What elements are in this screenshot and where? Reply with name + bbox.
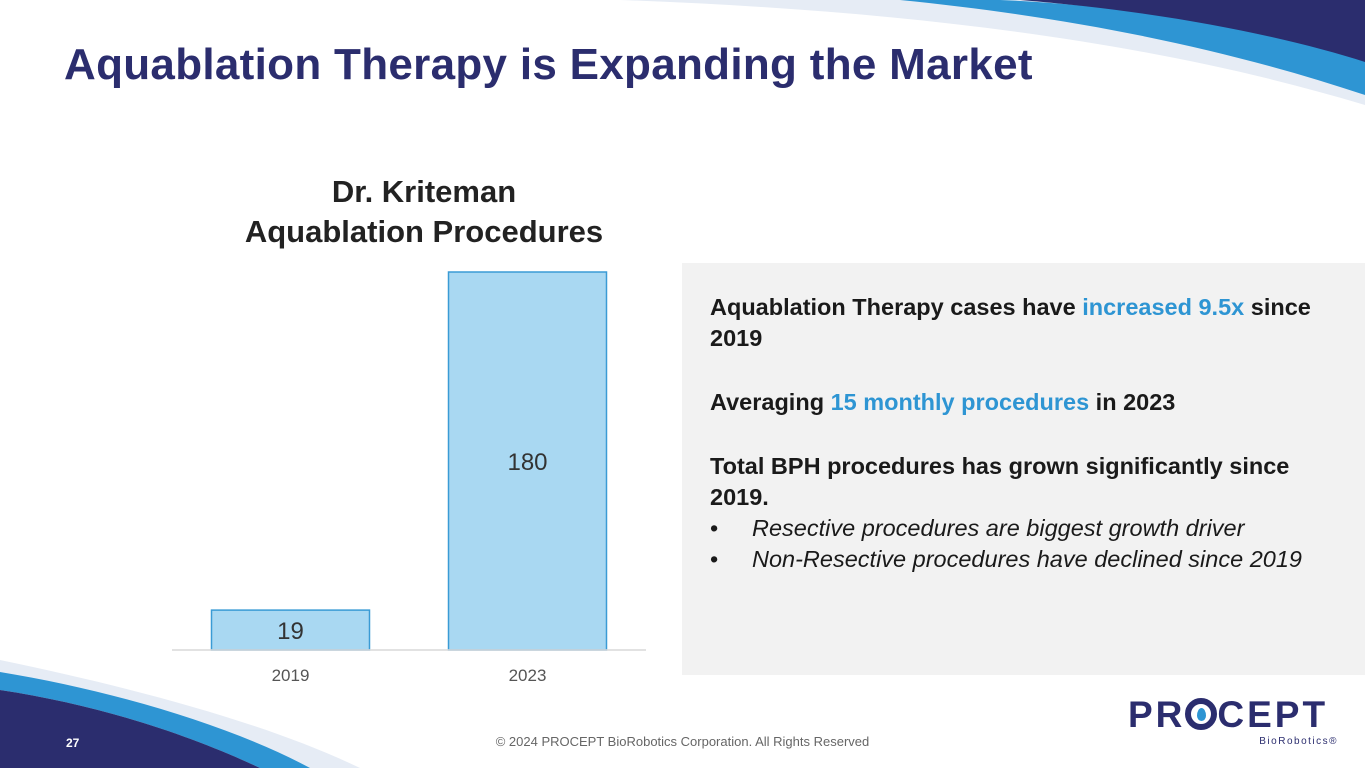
logo-wordmark: PR CEPT xyxy=(1128,694,1329,735)
monthly-highlight: 15 monthly procedures xyxy=(830,389,1090,415)
summary-text: Aquablation Therapy cases have increased… xyxy=(710,292,1350,575)
bullet-item: • Resective procedures are biggest growth… xyxy=(710,515,1245,541)
procept-logo: PR CEPT BioRobotics® xyxy=(1128,694,1340,748)
x-tick-label: 2023 xyxy=(509,666,547,685)
copyright-footer: © 2024 PROCEPT BioRobotics Corporation. … xyxy=(495,734,870,749)
data-label: 19 xyxy=(277,618,304,645)
chart-title: Dr. Kriteman Aquablation Procedures xyxy=(172,172,676,252)
chart-title-line2: Aquablation Procedures xyxy=(244,214,604,249)
slide-title: Aquablation Therapy is Expanding the Mar… xyxy=(64,40,1033,89)
x-tick-label: 2019 xyxy=(272,666,310,685)
increase-highlight: increased 9.5x xyxy=(1082,294,1245,320)
summary-panel xyxy=(682,263,1365,675)
bullet-item: • Non-Resective procedures have declined … xyxy=(710,546,1302,572)
summary-bullets: • Resective procedures are biggest growth… xyxy=(710,513,1350,575)
summary-line-monthly: Averaging 15 monthly procedures in 2023 xyxy=(710,389,1176,415)
page-number: 27 xyxy=(66,736,80,750)
logo-subtitle: BioRobotics® xyxy=(1259,736,1338,747)
summary-line-bph: Total BPH procedures has grown significa… xyxy=(710,453,1290,510)
bar-2023 xyxy=(447,271,608,651)
data-label: 180 xyxy=(507,449,547,476)
chart-title-line1: Dr. Kriteman xyxy=(331,174,517,209)
droplet-icon xyxy=(1185,698,1218,730)
summary-line-increase: Aquablation Therapy cases have increased… xyxy=(710,294,1311,351)
